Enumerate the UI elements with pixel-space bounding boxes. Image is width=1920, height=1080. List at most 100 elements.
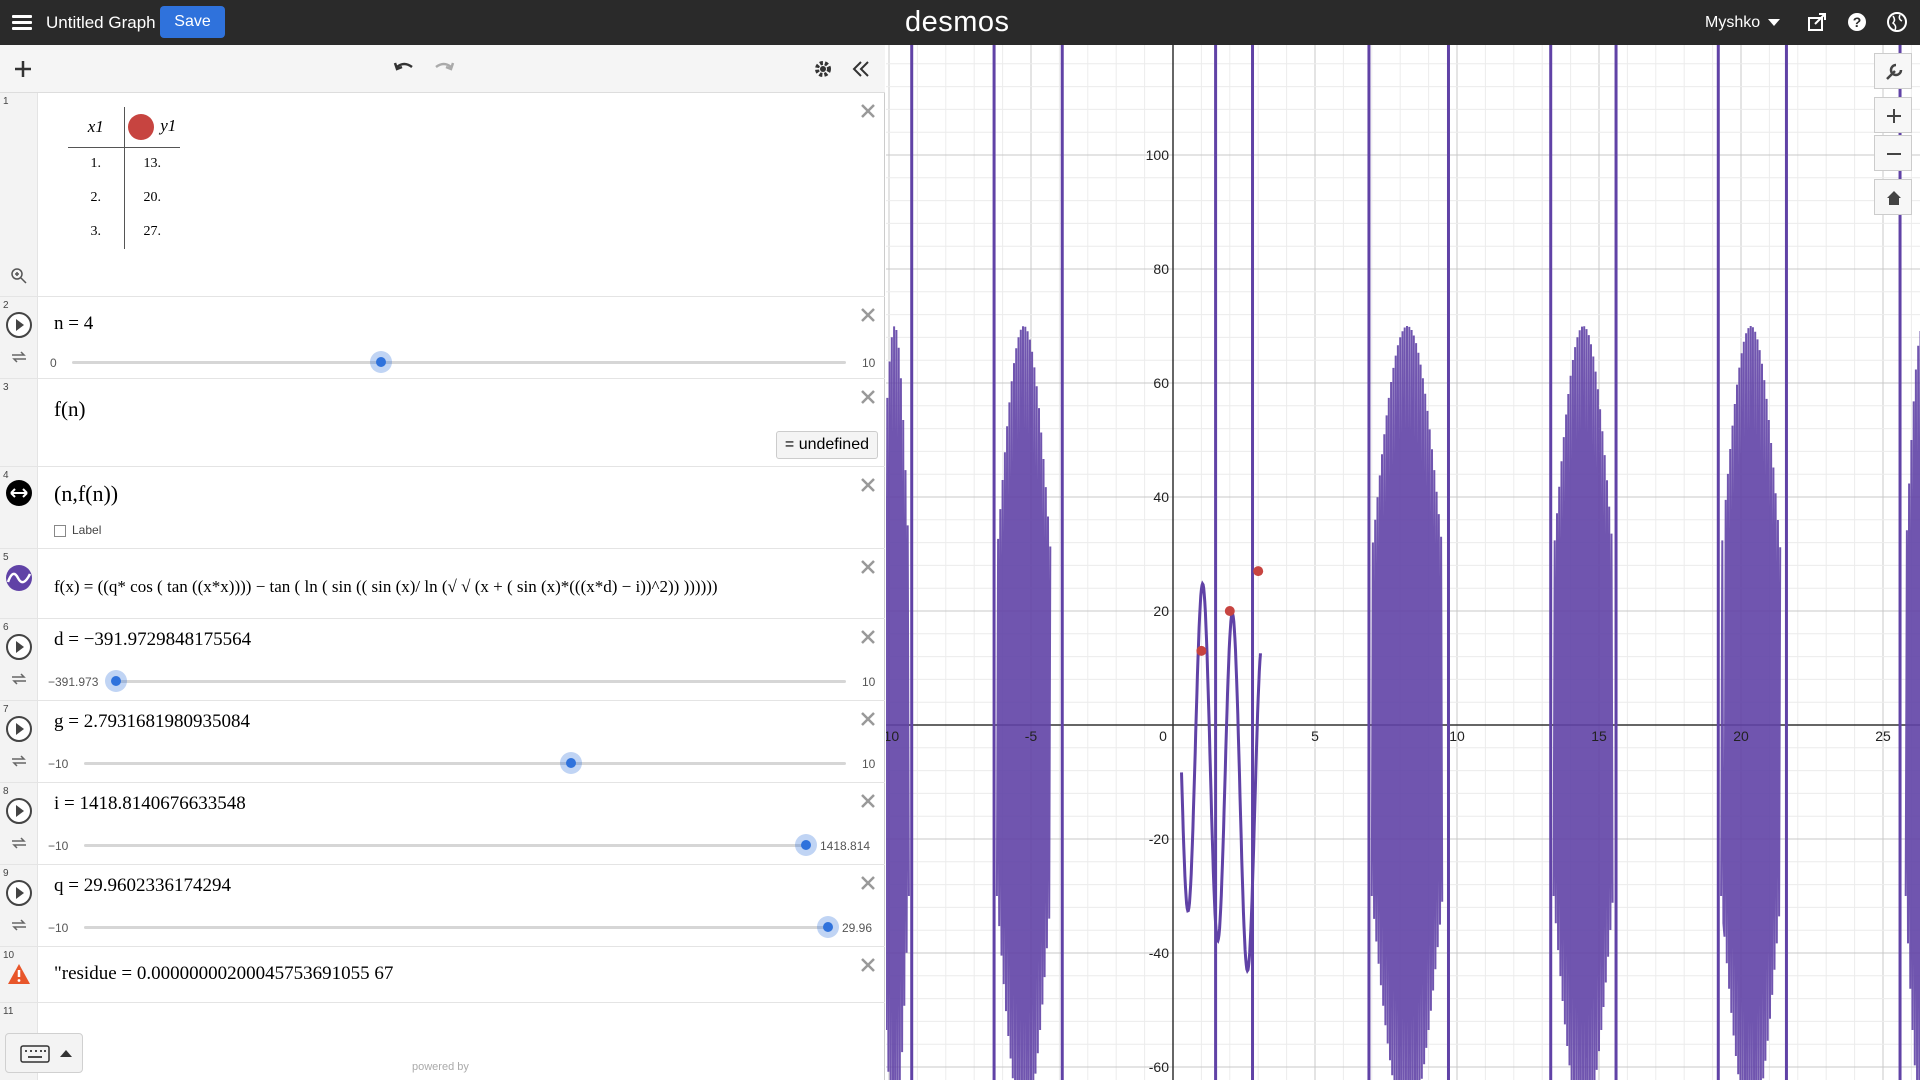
play-icon[interactable] [5, 633, 33, 661]
slider-max[interactable]: 29.96 [842, 921, 873, 935]
loop-icon[interactable] [9, 917, 29, 933]
slider-max[interactable]: 1418.814 [820, 839, 871, 853]
table-cell[interactable]: 3. [68, 215, 125, 249]
expression-warning[interactable]: 10 "residue = 0.00000000200045753691055 … [0, 947, 885, 1003]
function-curve[interactable] [886, 45, 1920, 1080]
warning-icon[interactable] [7, 963, 31, 985]
graph-settings-button[interactable] [1874, 53, 1912, 89]
save-button[interactable]: Save [160, 6, 225, 38]
graph-paper[interactable]: -10 -5 0 5 10 15 20 25 100 80 60 40 20 -20 -40 -60 [886, 45, 1920, 1080]
share-icon[interactable] [1806, 11, 1828, 33]
undo-icon[interactable] [392, 57, 416, 81]
curve-segment[interactable] [1904, 326, 1920, 1080]
table-point[interactable] [1224, 606, 1235, 616]
gear-icon[interactable] [811, 57, 835, 81]
expression-text[interactable]: n = 4 [54, 313, 94, 334]
expression-text[interactable]: i = 1418.8140676633548 [54, 793, 246, 814]
table-cell[interactable]: 1. [68, 147, 125, 181]
slider-track[interactable] [84, 762, 846, 765]
slider-track[interactable] [84, 844, 806, 847]
slider-min[interactable]: −10 [48, 921, 69, 935]
close-icon[interactable] [858, 557, 878, 577]
curve-segment[interactable] [886, 326, 910, 1080]
curve-segment[interactable] [1180, 580, 1262, 974]
close-icon[interactable] [858, 387, 878, 407]
table-header[interactable]: y1 [124, 107, 180, 148]
slider-thumb[interactable] [560, 752, 582, 774]
table-point[interactable] [1253, 566, 1264, 577]
slider-thumb[interactable] [817, 916, 839, 938]
table-cell[interactable]: 2. [68, 181, 125, 215]
play-icon[interactable] [5, 311, 33, 339]
help-icon[interactable]: ? [1846, 11, 1868, 33]
close-icon[interactable] [858, 873, 878, 893]
slider-max[interactable]: 10 [862, 757, 876, 771]
zoom-fit-icon[interactable] [10, 267, 28, 285]
expression-text[interactable]: d = −391.9729848175564 [54, 629, 252, 650]
slider-thumb[interactable] [795, 834, 817, 856]
globe-icon[interactable] [1886, 11, 1908, 33]
label-toggle[interactable]: Label [54, 523, 101, 537]
home-button[interactable] [1874, 179, 1912, 215]
graph-color-icon[interactable] [5, 564, 33, 592]
add-icon[interactable] [11, 57, 35, 81]
slider-min[interactable]: −391.973 [48, 675, 99, 689]
expression-function[interactable]: 5 f(x) = ((q* cos ( tan ((x*x)))) − tan … [0, 549, 885, 619]
graph-title[interactable]: Untitled Graph [46, 13, 156, 32]
redo-icon[interactable] [432, 57, 456, 81]
data-table[interactable]: x1 y1 1. 13. 2. 20. 3. 27. [68, 107, 180, 249]
table-header[interactable]: x1 [68, 107, 125, 148]
loop-icon[interactable] [9, 349, 29, 365]
slider-track[interactable] [84, 926, 828, 929]
expression-slider-n[interactable]: 2 n = 4 0 10 [0, 297, 885, 379]
drag-point-icon[interactable] [5, 479, 33, 507]
play-icon[interactable] [5, 879, 33, 907]
table-cell[interactable]: 27. [143, 224, 162, 239]
slider-track[interactable] [72, 361, 846, 364]
zoom-in-button[interactable] [1874, 97, 1912, 133]
user-menu[interactable]: Myshko [1705, 14, 1781, 32]
expression-text[interactable]: "residue = 0.00000000200045753691055 67 [54, 963, 394, 984]
expression-slider-i[interactable]: 8 i = 1418.8140676633548 −10 1418.814 [0, 783, 885, 865]
close-icon[interactable] [858, 627, 878, 647]
table-point[interactable] [1196, 645, 1207, 656]
curve-segment[interactable] [995, 326, 1052, 1080]
close-icon[interactable] [858, 709, 878, 729]
slider-thumb[interactable] [370, 351, 392, 373]
loop-icon[interactable] [9, 753, 29, 769]
expression-slider-d[interactable]: 6 d = −391.9729848175564 −391.973 10 [0, 619, 885, 701]
close-icon[interactable] [858, 955, 878, 975]
expression-text[interactable]: g = 2.7931681980935084 [54, 711, 250, 732]
expression-text[interactable]: f(x) = ((q* cos ( tan ((x*x)))) − tan ( … [54, 577, 718, 596]
zoom-out-button[interactable] [1874, 135, 1912, 171]
slider-min[interactable]: 0 [50, 356, 57, 370]
curve-segment[interactable] [1552, 326, 1614, 1080]
table-cell[interactable]: 20. [143, 190, 162, 205]
curve-segment[interactable] [1720, 325, 1782, 1080]
menu-icon[interactable] [12, 12, 32, 32]
collapse-panel-icon[interactable] [849, 57, 873, 81]
graph-canvas[interactable]: -10 -5 0 5 10 15 20 25 100 80 60 40 20 -20 -40 -60 [886, 45, 1920, 1080]
expression-evaluation[interactable]: 3 f(n) = undefined [0, 379, 885, 467]
loop-icon[interactable] [9, 835, 29, 851]
checkbox[interactable] [54, 524, 66, 537]
slider-max[interactable]: 10 [862, 675, 876, 689]
close-icon[interactable] [858, 101, 878, 121]
expression-text[interactable]: q = 29.9602336174294 [54, 875, 231, 896]
expression-text[interactable]: f(n) [54, 397, 86, 421]
point-style-icon[interactable] [128, 113, 155, 140]
play-icon[interactable] [5, 715, 33, 743]
close-icon[interactable] [858, 305, 878, 325]
slider-max[interactable]: 10 [862, 356, 876, 370]
expression-table[interactable]: 1 x1 y1 1. 13. 2. 20. 3. 27. [0, 93, 885, 297]
expression-slider-q[interactable]: 9 q = 29.9602336174294 −10 29.96 [0, 865, 885, 947]
loop-icon[interactable] [9, 671, 29, 687]
play-icon[interactable] [5, 797, 33, 825]
slider-thumb[interactable] [105, 670, 127, 692]
close-icon[interactable] [858, 791, 878, 811]
slider-track[interactable] [114, 680, 846, 683]
slider-min[interactable]: −10 [48, 839, 69, 853]
table-cell[interactable]: 13. [143, 156, 162, 172]
expression-point[interactable]: 4 (n,f(n)) Label [0, 467, 885, 549]
expression-text[interactable]: (n,f(n)) [54, 481, 119, 506]
